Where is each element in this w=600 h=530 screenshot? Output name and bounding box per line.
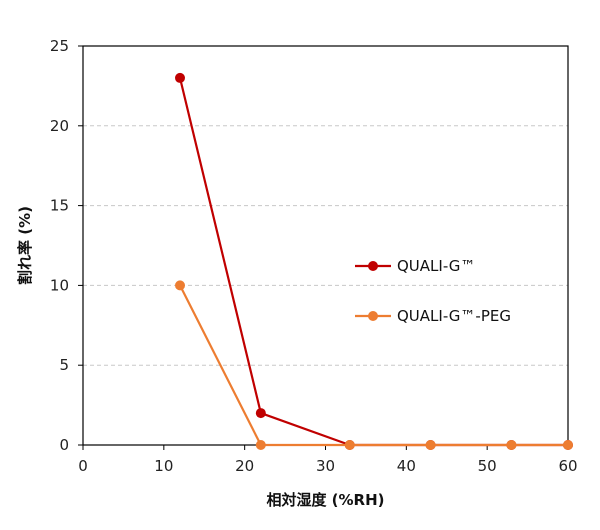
data-point xyxy=(506,440,517,450)
x-tick-label: 60 xyxy=(558,457,577,475)
legend-label: QUALI-G™ xyxy=(397,257,475,275)
y-tick-label: 15 xyxy=(50,197,69,215)
data-point xyxy=(255,440,266,450)
legend: QUALI-G™ QUALI-G™-PEG xyxy=(355,257,511,325)
y-axis-title: 割れ率 (%) xyxy=(16,206,34,285)
y-tick-label: 0 xyxy=(59,436,69,454)
axis-ticks: 0 5 10 15 20 25 0 10 20 30 40 50 60 xyxy=(50,37,578,475)
y-tick-label: 25 xyxy=(50,37,69,55)
series-2 xyxy=(175,280,573,450)
y-tick-label: 5 xyxy=(59,356,69,374)
x-tick-label: 30 xyxy=(316,457,335,475)
x-axis-title: 相対湿度 (%RH) xyxy=(266,491,384,509)
legend-marker xyxy=(368,311,378,321)
x-tick-label: 10 xyxy=(154,457,173,475)
legend-entry-1: QUALI-G™ xyxy=(355,257,475,275)
legend-marker xyxy=(368,261,378,271)
data-point xyxy=(175,280,185,291)
legend-entry-2: QUALI-G™-PEG xyxy=(355,307,511,325)
data-point xyxy=(255,408,266,419)
y-tick-label: 10 xyxy=(50,276,69,294)
x-tick-label: 20 xyxy=(235,457,254,475)
series-line xyxy=(179,284,568,447)
legend-label: QUALI-G™-PEG xyxy=(397,307,511,325)
plot-area-frame xyxy=(82,45,569,446)
x-tick-label: 50 xyxy=(478,457,497,475)
data-point xyxy=(425,440,436,450)
x-tick-label: 0 xyxy=(78,457,88,475)
data-point xyxy=(175,72,185,83)
series-layer xyxy=(175,72,573,450)
data-point xyxy=(563,440,573,450)
y-tick-label: 20 xyxy=(50,117,69,135)
grid-lines xyxy=(83,125,568,366)
data-point xyxy=(344,440,355,450)
x-tick-label: 40 xyxy=(397,457,416,475)
